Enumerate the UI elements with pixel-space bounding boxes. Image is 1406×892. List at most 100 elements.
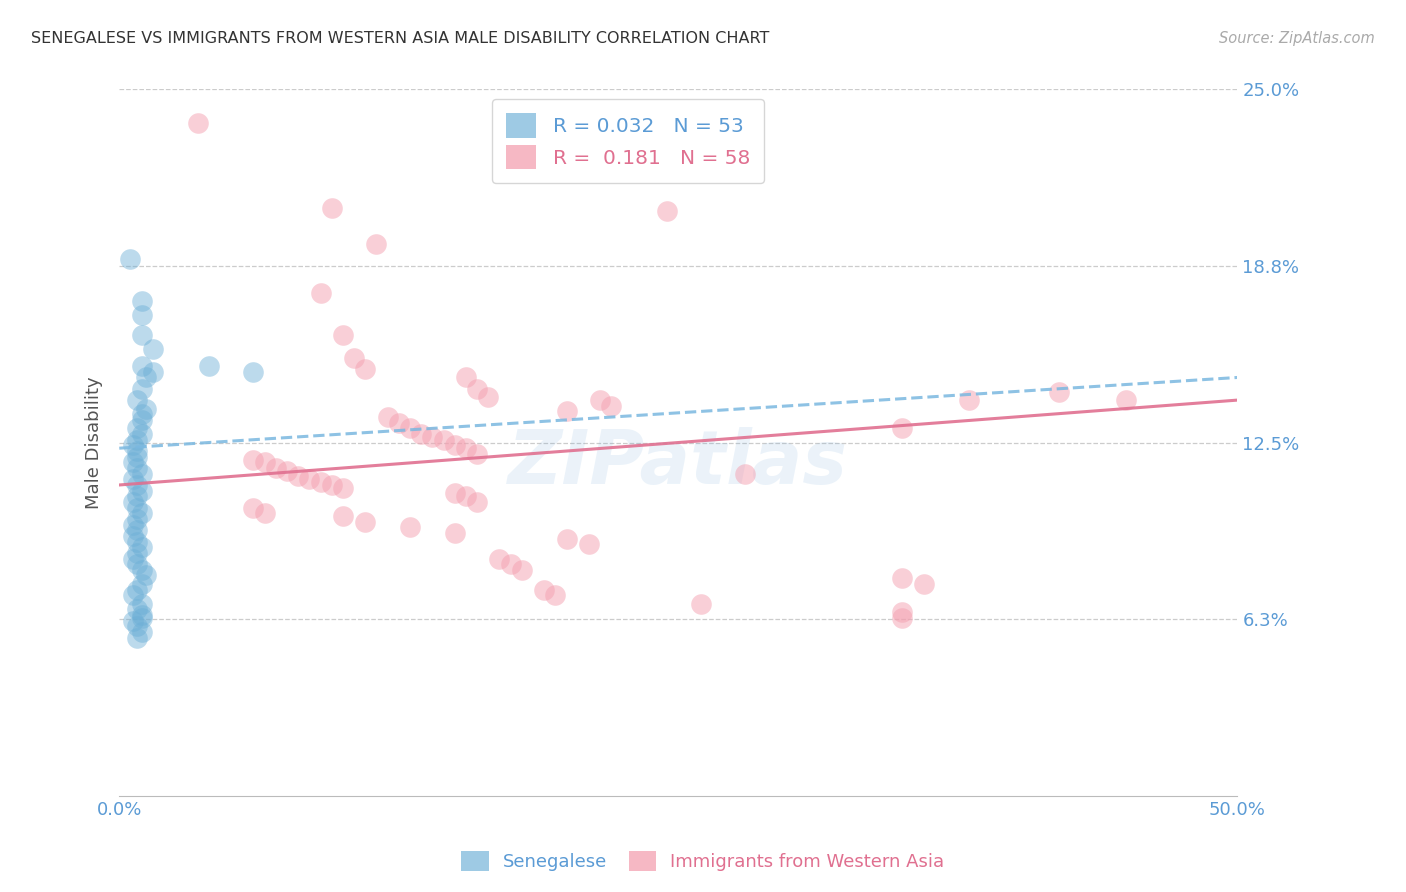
Point [121,438,143,452]
Point [432,433,454,447]
Point [555,532,578,546]
Point [197,359,219,373]
Point [891,605,914,619]
Point [131,597,153,611]
Point [131,506,153,520]
Text: Source: ZipAtlas.com: Source: ZipAtlas.com [1219,31,1375,46]
Point [544,588,567,602]
Text: SENEGALESE VS IMMIGRANTS FROM WESTERN ASIA MALE DISABILITY CORRELATION CHART: SENEGALESE VS IMMIGRANTS FROM WESTERN AS… [31,31,769,46]
Point [533,582,555,597]
Point [443,486,465,500]
Point [309,285,332,300]
Point [127,546,149,560]
Point [399,520,422,534]
Point [1115,393,1137,408]
Point [131,294,153,309]
Point [332,481,354,495]
Point [131,483,153,498]
Point [127,461,149,475]
Point [957,393,980,408]
Point [121,551,143,566]
Point [298,472,321,486]
Point [399,421,422,435]
Y-axis label: Male Disability: Male Disability [86,376,103,508]
Point [127,450,149,464]
Point [465,495,488,509]
Point [477,390,499,404]
Point [135,370,157,384]
Point [422,430,444,444]
Point [555,404,578,418]
Point [465,447,488,461]
Point [454,370,477,384]
Point [321,478,343,492]
Point [131,608,153,623]
Point [242,452,264,467]
Point [121,614,143,628]
Point [142,342,165,356]
Point [131,467,153,481]
Point [127,444,149,458]
Point [332,509,354,524]
Point [891,421,914,435]
Point [242,365,264,379]
Point [127,534,149,549]
Point [891,571,914,585]
Point [127,500,149,515]
Point [578,537,600,551]
Point [388,416,411,430]
Point [127,512,149,526]
Point [131,382,153,396]
Text: ZIPatlas: ZIPatlas [509,427,848,500]
Point [131,308,153,322]
Point [121,588,143,602]
Legend: Senegalese, Immigrants from Western Asia: Senegalese, Immigrants from Western Asia [454,844,952,879]
Point [127,523,149,537]
Point [121,455,143,469]
Point [120,252,142,266]
Point [121,495,143,509]
Point [242,500,264,515]
Point [127,433,149,447]
Point [127,478,149,492]
Point [589,393,612,408]
Point [377,410,399,425]
Point [912,577,935,591]
Point [366,237,388,252]
Point [127,602,149,616]
Point [121,472,143,486]
Point [443,526,465,541]
Point [142,365,165,379]
Point [510,563,533,577]
Point [657,203,679,218]
Point [127,619,149,633]
Point [127,421,149,435]
Point [131,407,153,421]
Point [354,515,377,529]
Point [127,557,149,571]
Point [411,427,433,442]
Point [131,611,153,625]
Point [127,393,149,408]
Point [454,441,477,455]
Point [253,455,276,469]
Point [465,382,488,396]
Point [127,631,149,645]
Point [287,469,309,483]
Point [131,427,153,442]
Point [321,201,343,215]
Point [734,467,756,481]
Point [187,116,209,130]
Point [354,362,377,376]
Point [131,413,153,427]
Point [135,401,157,416]
Point [891,611,914,625]
Point [488,551,510,566]
Legend: R = 0.032   N = 53, R =  0.181   N = 58: R = 0.032 N = 53, R = 0.181 N = 58 [492,99,763,184]
Point [131,359,153,373]
Point [454,489,477,503]
Point [276,464,298,478]
Point [121,517,143,532]
Point [332,328,354,343]
Point [600,399,623,413]
